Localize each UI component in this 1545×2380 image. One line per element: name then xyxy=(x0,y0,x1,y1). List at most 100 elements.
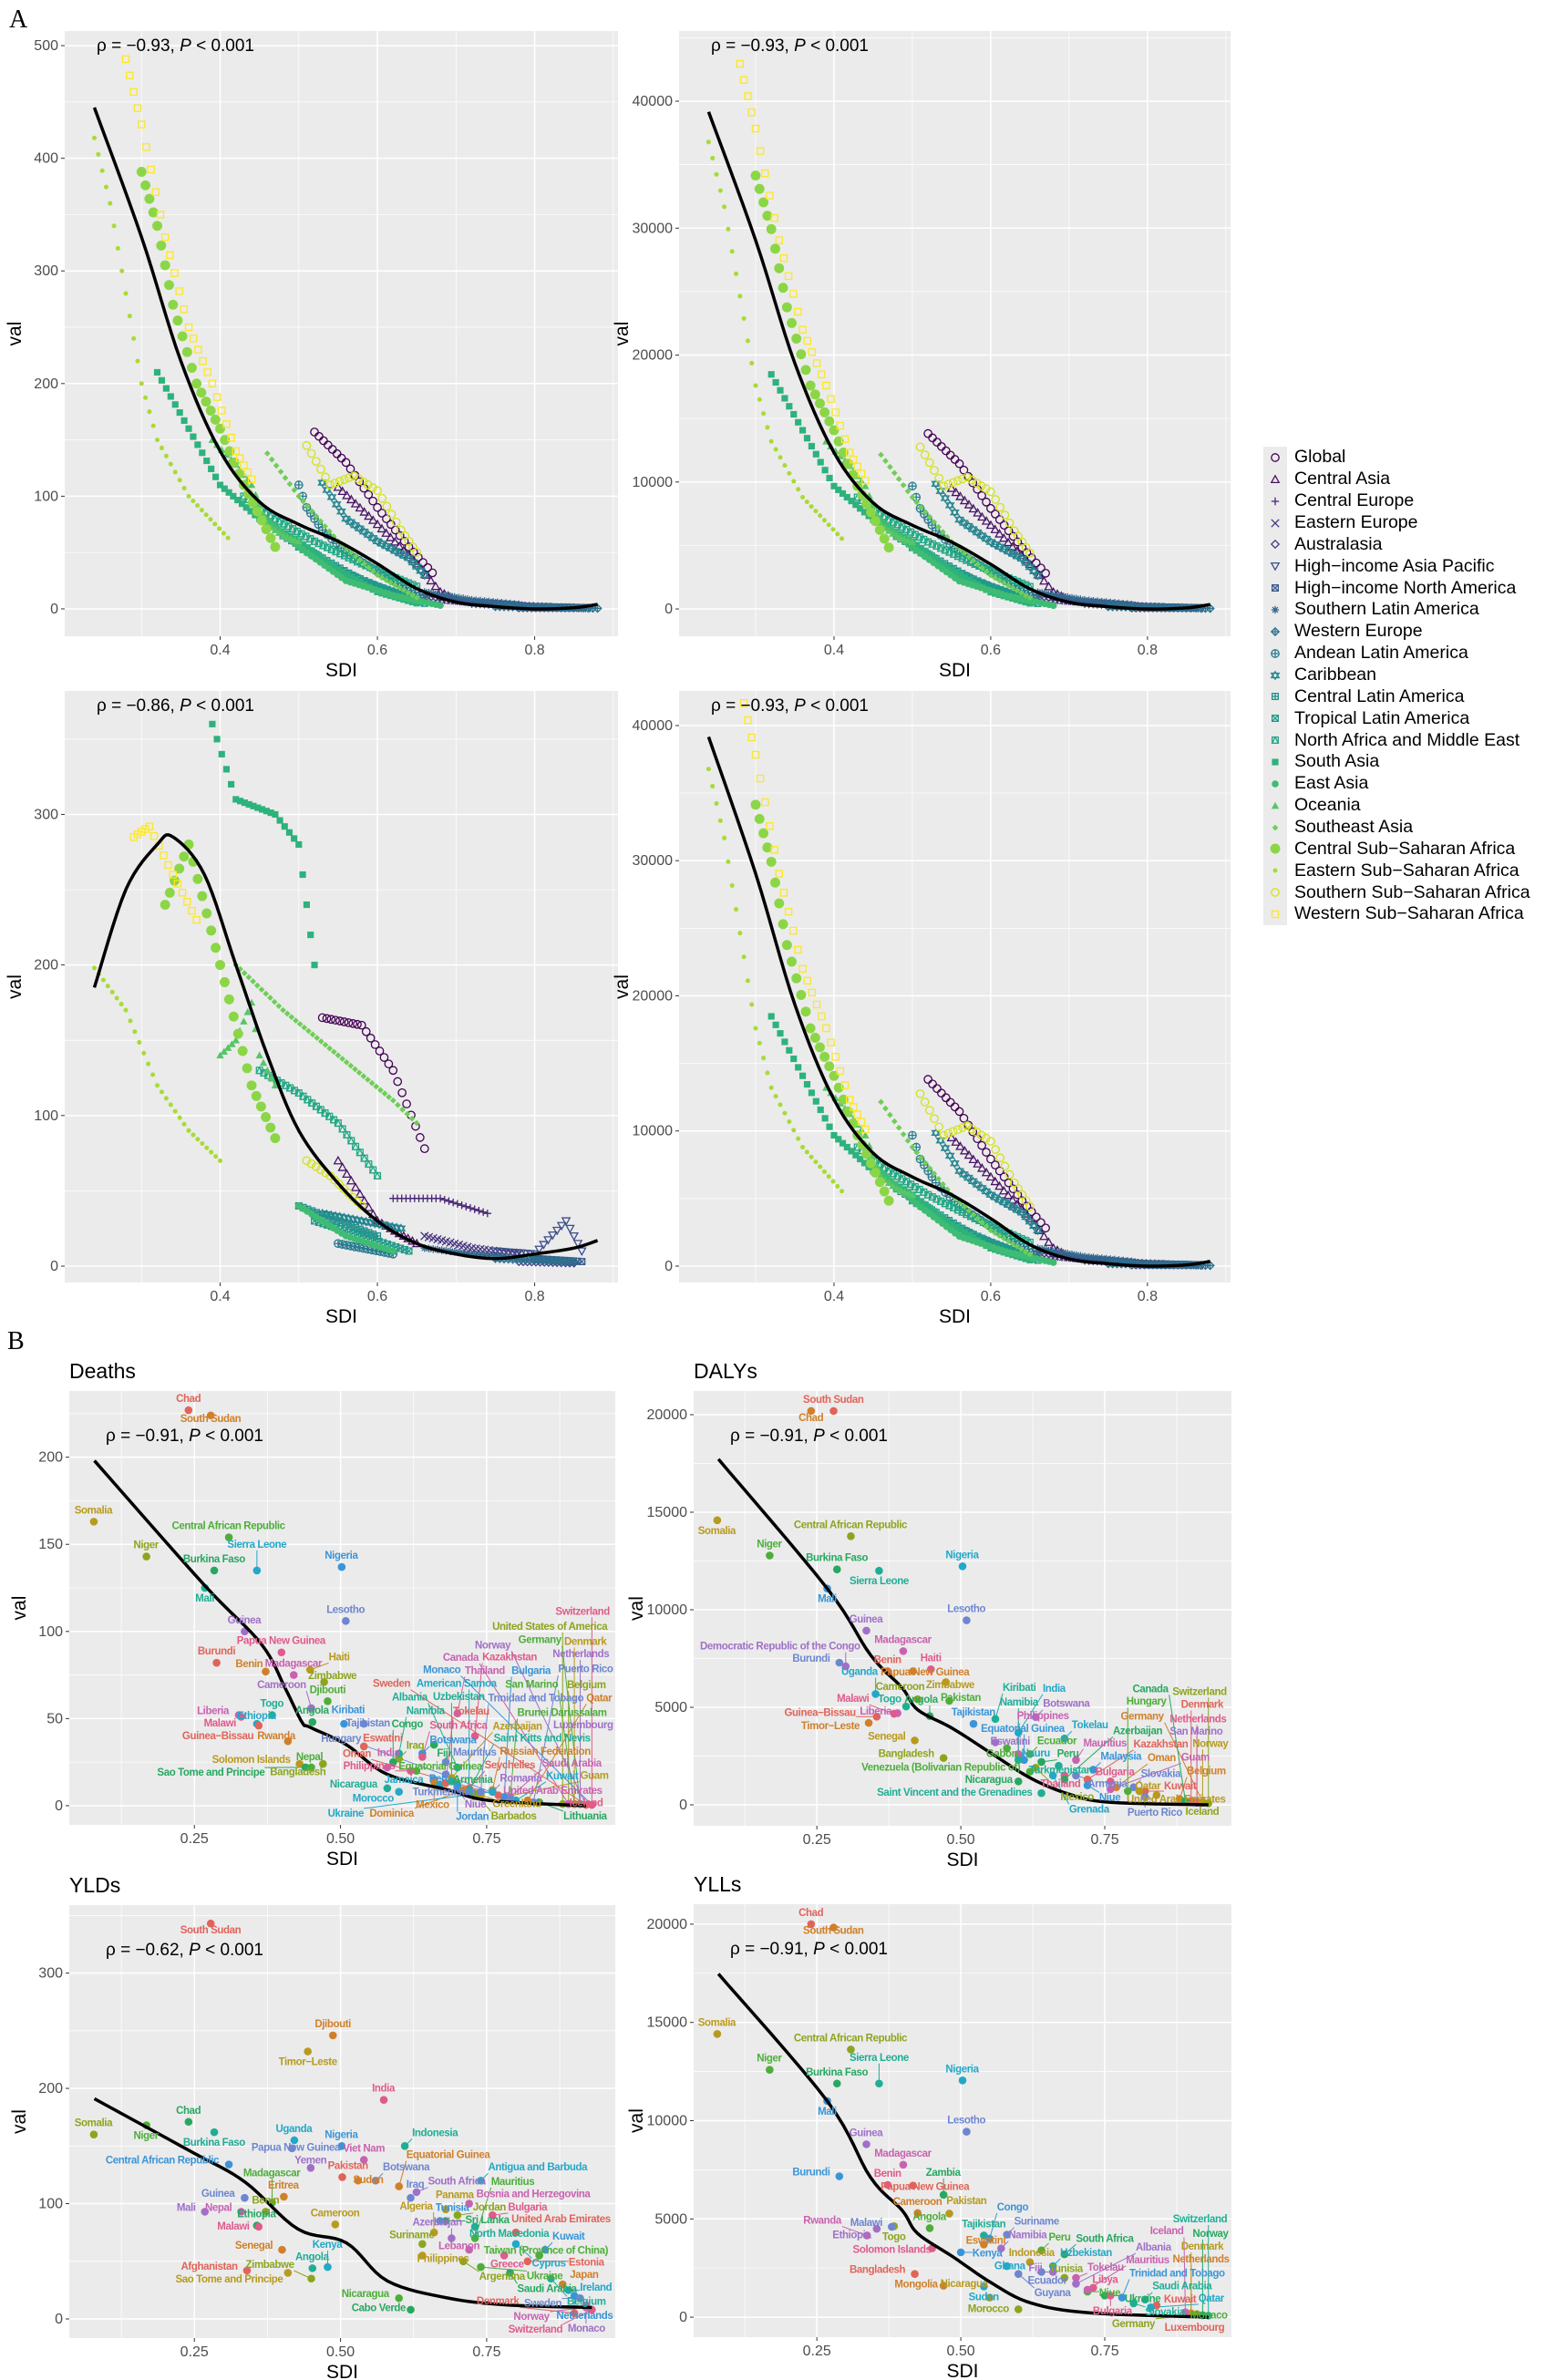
data-point xyxy=(798,325,807,334)
data-point xyxy=(774,898,785,909)
data-point xyxy=(177,331,188,342)
data-point xyxy=(733,907,739,912)
data-point xyxy=(925,458,934,468)
data-point xyxy=(791,334,802,344)
data-point xyxy=(356,1020,366,1030)
country-point xyxy=(564,2286,572,2294)
country-point xyxy=(359,1742,368,1751)
data-point xyxy=(1044,1237,1054,1246)
data-point xyxy=(920,1097,930,1107)
country-label: Nigeria xyxy=(324,1551,358,1561)
series-western-sub-saharan-africa xyxy=(129,822,201,924)
data-point xyxy=(918,504,924,510)
data-point xyxy=(334,1217,342,1225)
data-point xyxy=(840,435,850,444)
data-point xyxy=(212,521,218,527)
data-point xyxy=(985,537,996,547)
data-point xyxy=(376,539,387,549)
data-point xyxy=(860,1159,868,1167)
y-tick-label: 0 xyxy=(55,2312,63,2327)
country-point xyxy=(980,2282,988,2291)
country-point xyxy=(547,2274,555,2283)
data-point xyxy=(945,1097,955,1108)
data-point xyxy=(979,1219,985,1226)
y-axis-title: val xyxy=(5,322,26,346)
legend-label: East Asia xyxy=(1294,773,1369,794)
legend-symbol xyxy=(1270,474,1281,483)
data-point xyxy=(316,464,325,474)
data-point xyxy=(275,529,283,536)
data-point xyxy=(195,503,201,509)
country-point xyxy=(985,2293,994,2302)
x-tick-label: 0.75 xyxy=(472,2344,500,2360)
data-point xyxy=(948,478,958,488)
country-label: Denmark xyxy=(477,2296,520,2307)
country-label: Argentina xyxy=(479,2272,526,2282)
data-point xyxy=(843,1143,850,1151)
country-point xyxy=(958,2076,967,2085)
data-point xyxy=(1009,1178,1019,1188)
y-axis-title: val xyxy=(5,974,26,999)
country-point xyxy=(570,2309,579,2317)
country-label: Equatorial Guinea xyxy=(398,1762,483,1773)
data-point xyxy=(798,964,807,974)
series-eastern-sub-saharan-africa xyxy=(91,135,231,541)
data-point xyxy=(343,1130,351,1138)
data-point xyxy=(232,796,240,803)
data-point xyxy=(821,518,827,523)
data-point xyxy=(254,804,262,811)
legend-item: Central Europe xyxy=(1263,489,1530,512)
data-point xyxy=(145,822,154,830)
country-label: Sri Lanka xyxy=(465,2215,510,2226)
data-point xyxy=(114,995,119,1001)
country-point xyxy=(766,2066,774,2074)
country-label: Niue xyxy=(1099,1792,1120,1803)
data-point xyxy=(757,397,762,402)
country-point xyxy=(883,2180,892,2189)
country-label: Russian Federation xyxy=(500,1746,591,1757)
data-point xyxy=(414,552,423,562)
data-point xyxy=(977,1140,986,1150)
data-point xyxy=(283,1010,291,1017)
data-point xyxy=(848,1148,855,1155)
data-point xyxy=(164,280,174,291)
data-point xyxy=(794,307,802,316)
legend-label: Global xyxy=(1294,447,1346,468)
country-point xyxy=(1100,2292,1109,2300)
panel-title: Deaths xyxy=(69,1359,136,1383)
data-point xyxy=(931,479,942,489)
country-label: Norway xyxy=(475,1640,511,1651)
country-label: Burkina Faso xyxy=(806,2067,868,2078)
data-point xyxy=(928,1079,937,1089)
data-point xyxy=(943,1128,953,1138)
data-point xyxy=(826,1174,831,1180)
country-point xyxy=(407,2193,415,2202)
data-point xyxy=(252,506,263,517)
data-point xyxy=(137,1040,142,1046)
data-point xyxy=(308,547,315,554)
panel-label-b: B xyxy=(7,1327,25,1355)
plot-background xyxy=(65,691,618,1283)
legend-label: Eastern Europe xyxy=(1294,512,1418,532)
country-point xyxy=(958,1561,967,1571)
country-point xyxy=(991,1715,1000,1724)
country-point xyxy=(913,2209,922,2218)
country-point xyxy=(470,1732,479,1740)
data-point xyxy=(353,1019,362,1029)
country-label: Kenya xyxy=(313,2240,344,2251)
data-point xyxy=(129,88,138,96)
data-point xyxy=(167,393,174,400)
country-point xyxy=(359,2156,368,2164)
correlation-annotation: ρ = −0.62, P < 0.001 xyxy=(106,1941,263,1960)
country-label: Mauritius xyxy=(1126,2255,1169,2266)
data-point xyxy=(131,335,137,341)
data-point xyxy=(208,517,213,522)
data-point xyxy=(773,1094,778,1099)
data-point xyxy=(819,407,830,417)
data-point xyxy=(322,522,328,530)
legend-key-icon xyxy=(1263,751,1287,773)
data-point xyxy=(472,1251,480,1259)
data-point xyxy=(180,305,189,314)
data-point xyxy=(561,1217,572,1226)
data-point xyxy=(168,299,179,310)
